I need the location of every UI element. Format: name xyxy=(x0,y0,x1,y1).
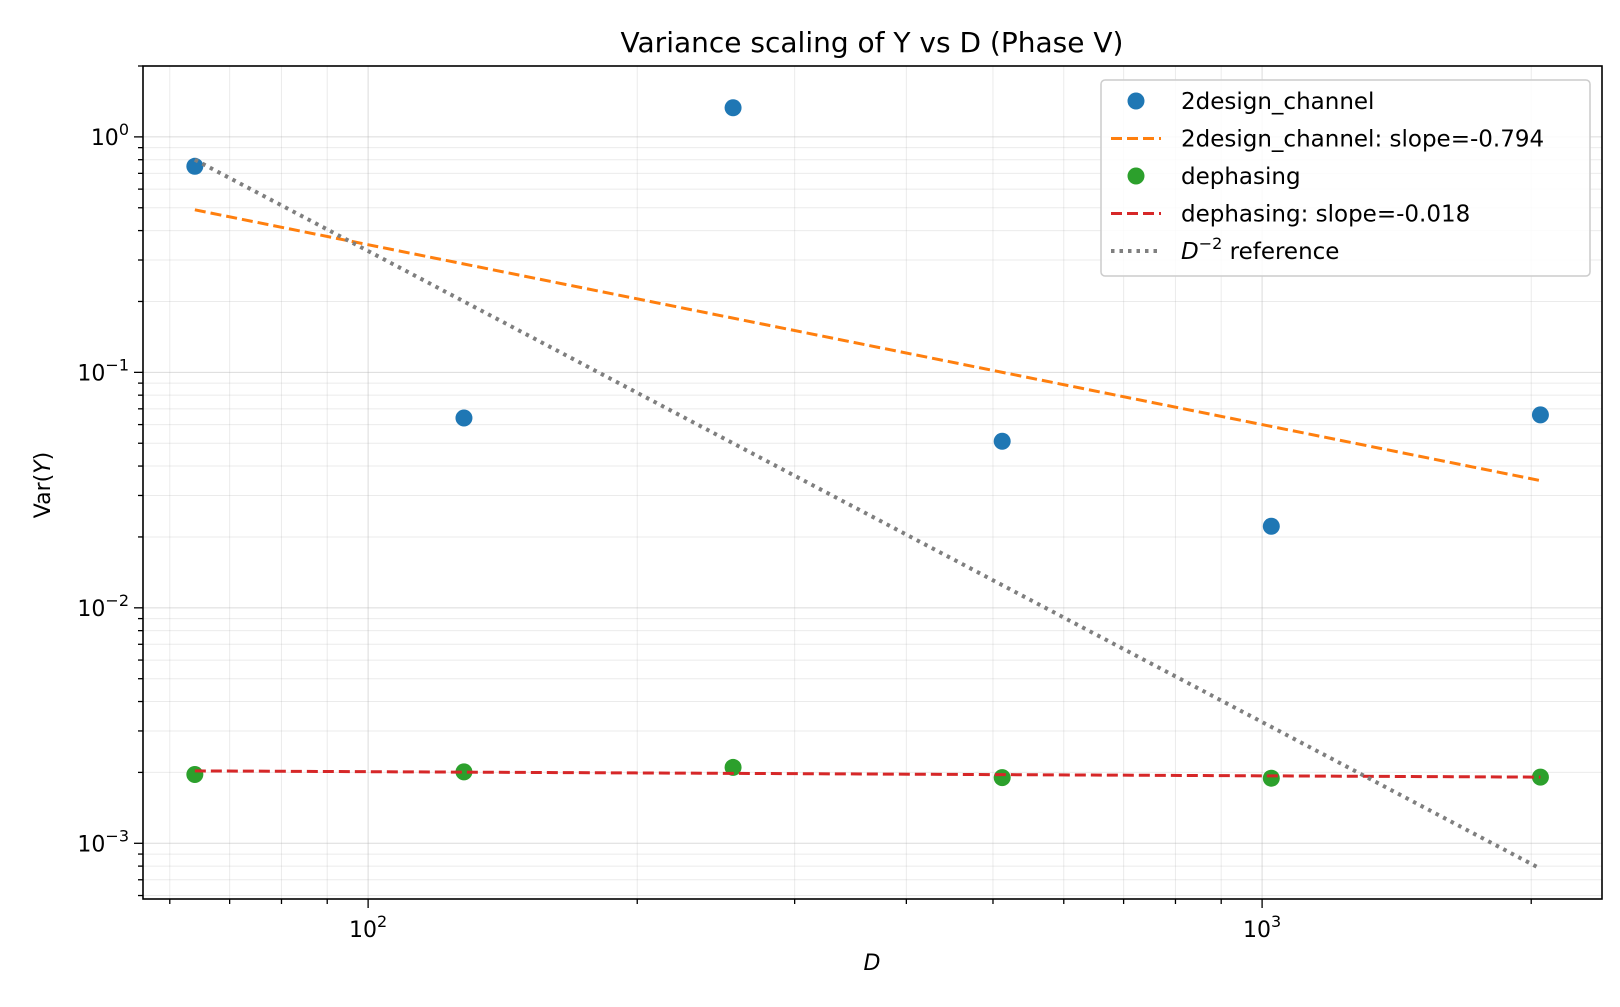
y-tick-label: 100 xyxy=(91,120,129,151)
chart-title: Variance scaling of Y vs D (Phase V) xyxy=(621,26,1124,59)
legend-label: dephasing xyxy=(1181,164,1301,190)
x-axis-label: D xyxy=(864,951,881,976)
data-point-2design_channel xyxy=(186,157,204,175)
series-line-dotted-line xyxy=(193,157,1542,871)
legend: 2design_channel 2design_channel: slope=-0… xyxy=(1100,79,1591,277)
ticks: 102 103 100 10−1 10−2 10−3 xyxy=(77,65,1532,943)
series-line-dashed-line xyxy=(194,208,1541,483)
y-tick-label: 10−2 xyxy=(77,591,129,622)
legend-label: dephasing: slope=-0.018 xyxy=(1181,202,1470,228)
series-line-dashed-line xyxy=(194,769,1541,779)
legend-box xyxy=(1100,79,1591,277)
data-point-dephasing xyxy=(455,763,473,781)
legend-marker xyxy=(1127,167,1145,185)
data-point-dephasing xyxy=(724,758,742,776)
data-point-2design_channel xyxy=(455,409,473,427)
x-tick-label: 103 xyxy=(1243,912,1281,943)
series-group xyxy=(186,99,1549,871)
data-point-2design_channel xyxy=(1262,517,1280,535)
x-tick-label: 102 xyxy=(349,912,387,943)
data-point-2design_channel xyxy=(993,432,1011,450)
legend-label: D−2 reference xyxy=(1181,234,1339,265)
plot-frame xyxy=(142,65,1603,900)
data-point-dephasing xyxy=(186,765,204,783)
y-tick-label: 10−1 xyxy=(77,355,129,386)
legend-label: 2design_channel xyxy=(1181,89,1374,115)
plot-area: 102 103 100 10−1 10−2 10−3 xyxy=(77,65,1603,943)
y-axis-label: Var(Y) xyxy=(31,452,56,519)
data-point-dephasing xyxy=(993,769,1011,787)
legend-label: 2design_channel: slope=-0.794 xyxy=(1181,127,1544,153)
data-point-dephasing xyxy=(1262,769,1280,787)
data-point-2design_channel xyxy=(1531,406,1549,424)
data-point-2design_channel xyxy=(724,99,742,117)
legend-marker xyxy=(1127,92,1145,110)
y-tick-label: 10−3 xyxy=(77,826,129,857)
